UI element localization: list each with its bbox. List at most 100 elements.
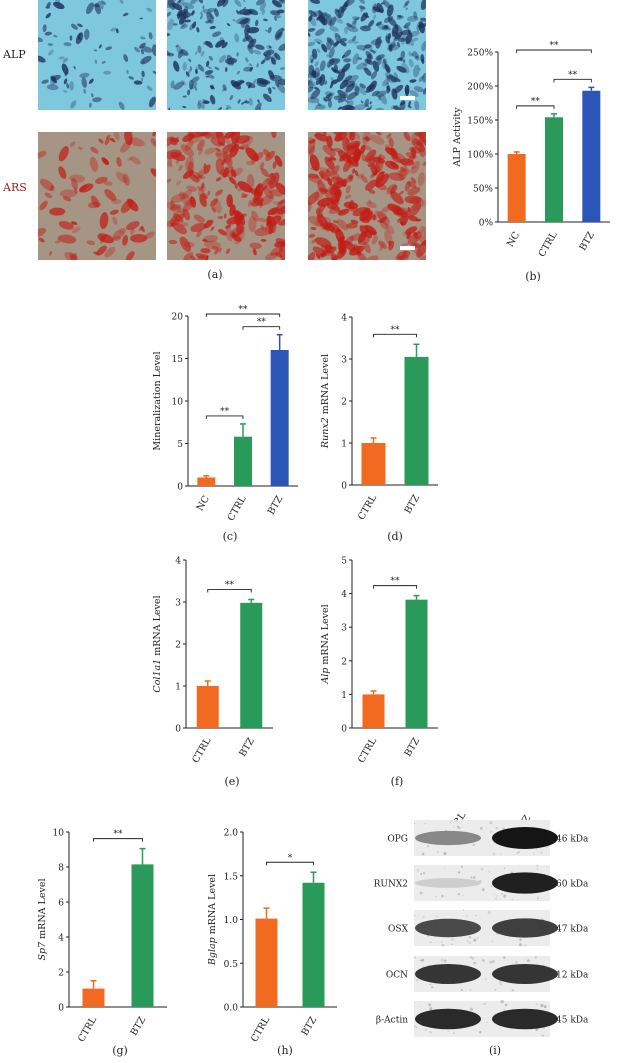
- stain-spot: [264, 226, 268, 233]
- significance-label: **: [225, 580, 235, 590]
- stain-spot: [308, 201, 312, 213]
- stain-spot: [95, 176, 108, 184]
- stain-spot: [277, 79, 285, 86]
- stain-spot: [393, 72, 399, 79]
- y-tick-label: 0: [341, 725, 347, 735]
- stain-spot: [217, 216, 224, 220]
- stain-spot: [54, 0, 60, 5]
- stain-spot: [313, 53, 316, 58]
- stain-spot: [223, 213, 227, 219]
- stain-spot: [349, 132, 356, 141]
- stain-spot: [317, 179, 327, 195]
- stain-spot: [215, 158, 224, 175]
- kda-label: 12 kDa: [556, 971, 589, 981]
- stain-spot: [419, 255, 426, 260]
- stain-spot: [71, 178, 78, 190]
- stain-spot: [344, 0, 350, 6]
- stain-spot: [183, 252, 194, 260]
- stain-spot: [370, 172, 376, 179]
- stain-spot: [184, 140, 194, 151]
- stain-spot: [417, 235, 426, 245]
- stain-spot: [342, 79, 346, 85]
- stain-spot: [79, 183, 94, 193]
- stain-spot: [363, 136, 371, 141]
- stain-spot: [399, 166, 406, 173]
- stain-spot: [196, 185, 204, 192]
- stain-spot: [205, 75, 209, 78]
- chart-runx2: 0 1 2 3 4 Runx2 mRNA Level CTRL BTZ **: [320, 314, 438, 522]
- stain-spot: [152, 70, 156, 75]
- stain-spot: [316, 205, 325, 215]
- stain-spot: [197, 185, 206, 197]
- stain-spot: [180, 24, 188, 30]
- stain-spot: [58, 220, 74, 230]
- alp-row-label: ALP: [3, 48, 26, 61]
- stain-spot: [343, 0, 355, 7]
- stain-spot: [253, 183, 264, 201]
- stain-spot: [38, 150, 47, 159]
- stain-spot: [200, 248, 211, 254]
- blot-noise: [421, 958, 425, 962]
- significance-label: **: [531, 97, 541, 107]
- stain-spot: [119, 0, 124, 4]
- significance-bracket: [205, 313, 281, 317]
- stain-spot: [116, 28, 119, 34]
- stain-spot: [214, 8, 219, 17]
- stain-spot: [329, 83, 334, 89]
- blot-noise: [503, 867, 506, 870]
- stain-spot: [269, 74, 283, 82]
- stain-spot: [252, 248, 257, 256]
- stain-spot: [146, 7, 153, 12]
- stain-spot: [358, 86, 367, 96]
- x-tick-label: CTRL: [537, 229, 560, 259]
- stain-spot: [330, 79, 339, 85]
- stain-spot: [278, 0, 284, 4]
- stain-spot: [197, 139, 205, 151]
- stain-spot: [38, 227, 47, 238]
- stain-spot: [168, 107, 171, 110]
- stain-spot: [333, 132, 342, 137]
- stain-spot: [407, 186, 421, 196]
- stain-spot: [113, 132, 120, 141]
- blot-noise: [456, 825, 459, 828]
- blot-noise: [514, 960, 518, 964]
- stain-spot: [203, 163, 207, 170]
- stain-spot: [363, 67, 368, 71]
- panel-label-c: (c): [222, 530, 238, 543]
- blot-noise: [436, 850, 439, 853]
- stain-spot: [410, 177, 417, 184]
- stain-spot: [187, 68, 192, 74]
- stain-spot: [324, 80, 328, 85]
- stain-spot: [58, 56, 65, 60]
- stain-spot: [267, 207, 279, 216]
- stain-spot: [70, 252, 77, 260]
- stain-spot: [50, 185, 54, 191]
- stain-spot: [359, 83, 366, 89]
- stain-spot: [331, 67, 336, 73]
- stain-spot: [266, 45, 273, 51]
- stain-spot: [281, 27, 285, 31]
- stain-spot: [229, 143, 240, 158]
- stain-spot: [329, 156, 337, 161]
- stain-spot: [403, 132, 411, 142]
- blot-noise: [431, 986, 434, 989]
- stain-spot: [374, 210, 386, 220]
- stain-spot: [268, 87, 272, 95]
- stain-spot: [324, 156, 335, 170]
- y-tick-label: 0%: [479, 219, 494, 229]
- blot-noise: [472, 843, 475, 847]
- stain-spot: [387, 186, 391, 193]
- blot-noise: [543, 1027, 545, 1030]
- stain-spot: [193, 214, 206, 223]
- stain-spot: [251, 210, 259, 222]
- x-tick-label: BTZ: [300, 1015, 320, 1038]
- blot-noise: [429, 1030, 432, 1034]
- stain-spot: [405, 32, 413, 45]
- stain-spot: [275, 252, 283, 258]
- stain-spot: [315, 104, 326, 110]
- stain-spot: [69, 81, 74, 91]
- stain-spot: [234, 183, 238, 190]
- stain-spot: [150, 138, 156, 147]
- blot-noise: [490, 885, 493, 887]
- stain-spot: [323, 80, 327, 85]
